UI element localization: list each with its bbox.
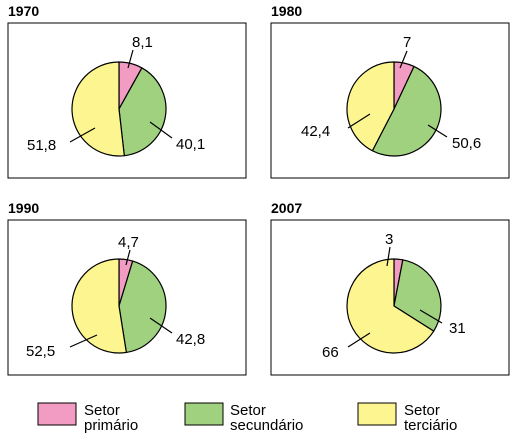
leader-2007-terciario — [347, 332, 371, 348]
label-1990-terciario: 52,5 — [26, 343, 55, 360]
pie-2007 — [346, 258, 442, 354]
leader-1980-terciario — [347, 113, 371, 129]
leader-2007-primario — [386, 246, 391, 267]
legend-swatch-secundario — [184, 402, 224, 426]
legend: Setor primário Setor secundário Setor te… — [37, 402, 457, 434]
pie-1980 — [346, 61, 442, 157]
legend-swatch-primario — [37, 402, 77, 426]
leader-1990-terciario — [69, 334, 98, 348]
label-2007-primario: 3 — [385, 231, 393, 248]
slice-1980-terciario — [346, 61, 395, 152]
label-1980-secundario: 50,6 — [452, 135, 481, 152]
pie-1990 — [71, 258, 167, 354]
slice-1970-terciario — [71, 61, 125, 157]
leader-1980-secundario — [427, 124, 448, 138]
legend-label-secundario-1: Setor — [230, 402, 266, 419]
legend-swatch-terciario — [357, 402, 397, 426]
chart-title-1970: 1970 — [8, 3, 39, 19]
label-2007-secundario: 31 — [449, 320, 466, 337]
label-1980-primario: 7 — [403, 34, 411, 51]
label-2007-terciario: 66 — [322, 344, 339, 361]
label-1970-terciario: 51,8 — [27, 137, 56, 154]
pie-1970 — [71, 61, 167, 157]
leader-1980-primario — [399, 50, 408, 69]
legend-label-terciario-2: terciário — [404, 417, 457, 434]
label-1980-terciario: 42,4 — [301, 123, 330, 140]
chart-title-1980: 1980 — [271, 3, 302, 19]
chart-title-2007: 2007 — [271, 200, 302, 216]
slice-1990-terciario — [71, 258, 127, 354]
leader-1970-secundario — [149, 121, 173, 139]
legend-label-secundario-2: secundário — [230, 417, 303, 434]
label-1970-secundario: 40,1 — [176, 136, 205, 153]
leader-1970-terciario — [69, 127, 96, 143]
slice-1970-secundario — [118, 67, 167, 157]
leader-1990-primario — [125, 249, 131, 266]
label-1990-secundario: 42,8 — [176, 331, 205, 348]
leader-2007-secundario — [419, 309, 443, 324]
legend-label-terciario-1: Setor — [404, 402, 440, 419]
label-1970-primario: 8,1 — [132, 34, 153, 51]
chart-title-1990: 1990 — [8, 200, 39, 216]
legend-label-primario-2: primário — [84, 417, 138, 434]
slice-1990-secundario — [118, 260, 167, 354]
legend-label-primario-1: Setor — [84, 402, 120, 419]
slice-2007-terciario — [346, 258, 435, 354]
leader-1990-secundario — [149, 317, 173, 334]
label-1990-primario: 4,7 — [118, 234, 139, 251]
leader-1970-primario — [127, 49, 134, 69]
